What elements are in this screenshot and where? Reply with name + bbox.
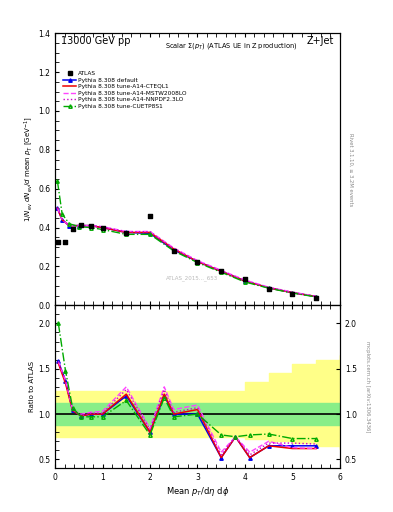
Point — [218, 267, 224, 275]
Point — [70, 224, 76, 232]
Text: Z+Jet: Z+Jet — [307, 36, 334, 46]
Point — [313, 293, 320, 302]
Point — [62, 238, 69, 246]
Point — [147, 212, 153, 220]
Point — [55, 238, 61, 246]
Text: Scalar $\Sigma(p_T)$ (ATLAS UE in Z production): Scalar $\Sigma(p_T)$ (ATLAS UE in Z prod… — [165, 41, 298, 51]
Point — [88, 222, 94, 230]
Y-axis label: Ratio to ATLAS: Ratio to ATLAS — [29, 361, 35, 412]
Text: ATLAS_2015..._653: ATLAS_2015..._653 — [166, 275, 218, 281]
Point — [123, 229, 129, 238]
Point — [78, 221, 84, 229]
Point — [195, 258, 201, 266]
Y-axis label: mcplots.cern.ch [arXiv:1306.3436]: mcplots.cern.ch [arXiv:1306.3436] — [365, 341, 370, 433]
Y-axis label: Rivet 3.1.10, ≥ 3.2M events: Rivet 3.1.10, ≥ 3.2M events — [348, 133, 353, 206]
Text: 13000 GeV pp: 13000 GeV pp — [61, 36, 130, 46]
Point — [242, 275, 248, 283]
Point — [266, 285, 272, 293]
Point — [99, 223, 106, 231]
Point — [289, 289, 296, 297]
Point — [171, 247, 177, 255]
Y-axis label: $1/N_{\mathregular{ev}}$ $dN_{\mathregular{ev}}/d$ mean $p_T$ [GeV$^{-1}$]: $1/N_{\mathregular{ev}}$ $dN_{\mathregul… — [22, 116, 35, 222]
X-axis label: Mean $p_T$/d$\eta$ d$\phi$: Mean $p_T$/d$\eta$ d$\phi$ — [166, 485, 229, 498]
Legend: ATLAS, Pythia 8.308 default, Pythia 8.308 tune-A14-CTEQL1, Pythia 8.308 tune-A14: ATLAS, Pythia 8.308 default, Pythia 8.30… — [61, 69, 189, 111]
